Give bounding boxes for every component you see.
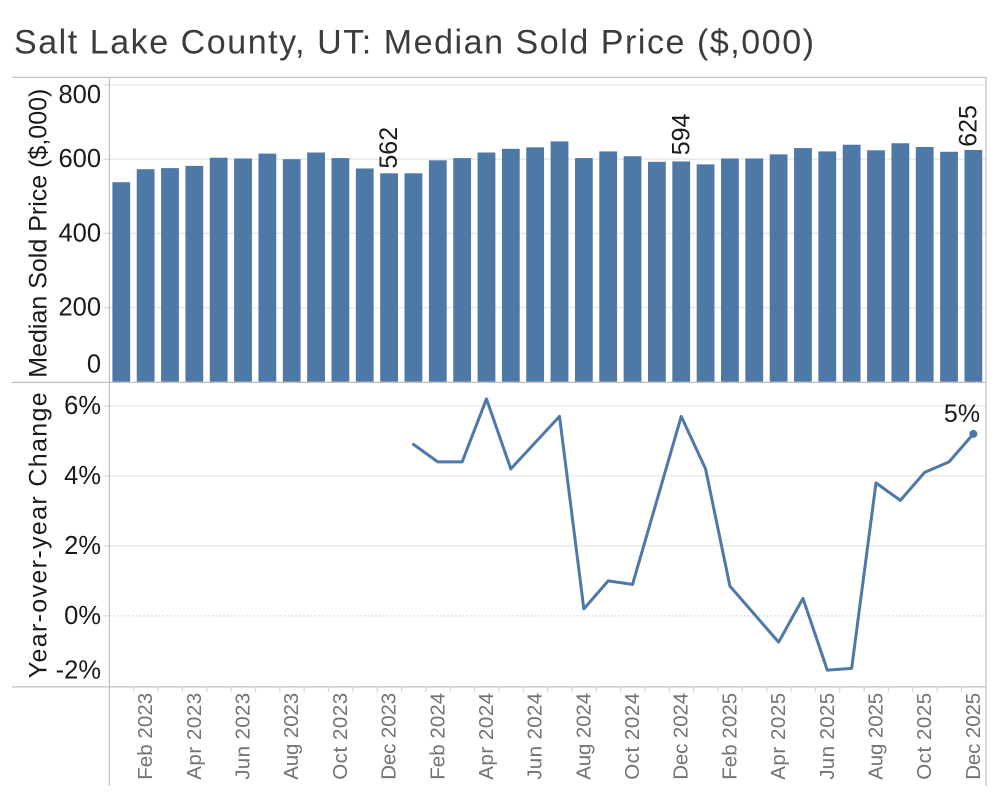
svg-text:Aug 2024: Aug 2024 — [572, 693, 595, 780]
svg-text:Apr 2023: Apr 2023 — [183, 693, 206, 780]
svg-text:Apr 2025: Apr 2025 — [767, 693, 790, 780]
svg-text:Dec 2024: Dec 2024 — [670, 693, 693, 780]
svg-text:Jun 2025: Jun 2025 — [816, 693, 839, 780]
svg-text:Aug 2025: Aug 2025 — [864, 693, 887, 780]
svg-text:625: 625 — [955, 105, 983, 147]
svg-text:600: 600 — [58, 145, 101, 173]
svg-text:-2%: -2% — [56, 656, 101, 684]
svg-text:Feb 2025: Feb 2025 — [718, 693, 741, 780]
svg-text:Feb 2023: Feb 2023 — [134, 693, 157, 780]
svg-text:400: 400 — [58, 219, 101, 247]
svg-text:Dec 2023: Dec 2023 — [378, 693, 401, 780]
svg-text:Jun 2023: Jun 2023 — [232, 693, 255, 780]
svg-text:800: 800 — [58, 81, 101, 109]
svg-text:Oct 2023: Oct 2023 — [329, 693, 352, 780]
svg-text:Apr 2024: Apr 2024 — [475, 693, 498, 780]
svg-text:Oct 2025: Oct 2025 — [913, 693, 936, 780]
svg-text:Oct 2024: Oct 2024 — [621, 693, 644, 780]
svg-text:Median Sold Price ($,000): Median Sold Price ($,000) — [25, 89, 53, 378]
svg-text:594: 594 — [667, 113, 695, 155]
svg-text:0: 0 — [87, 350, 101, 378]
svg-text:6%: 6% — [64, 392, 101, 420]
svg-text:4%: 4% — [64, 462, 101, 490]
svg-text:Feb 2024: Feb 2024 — [426, 693, 449, 780]
svg-text:2%: 2% — [64, 532, 101, 560]
svg-text:0%: 0% — [64, 602, 101, 630]
svg-text:Jun 2024: Jun 2024 — [524, 693, 547, 780]
svg-text:5%: 5% — [944, 400, 980, 428]
svg-text:562: 562 — [375, 127, 403, 169]
svg-text:Dec 2025: Dec 2025 — [962, 693, 985, 780]
svg-text:200: 200 — [58, 294, 101, 322]
svg-text:Aug 2023: Aug 2023 — [280, 693, 303, 780]
svg-text:Year-over-year Change: Year-over-year Change — [25, 392, 53, 678]
svg-text:Salt Lake County, UT: Median S: Salt Lake County, UT: Median Sold Price … — [14, 24, 814, 62]
